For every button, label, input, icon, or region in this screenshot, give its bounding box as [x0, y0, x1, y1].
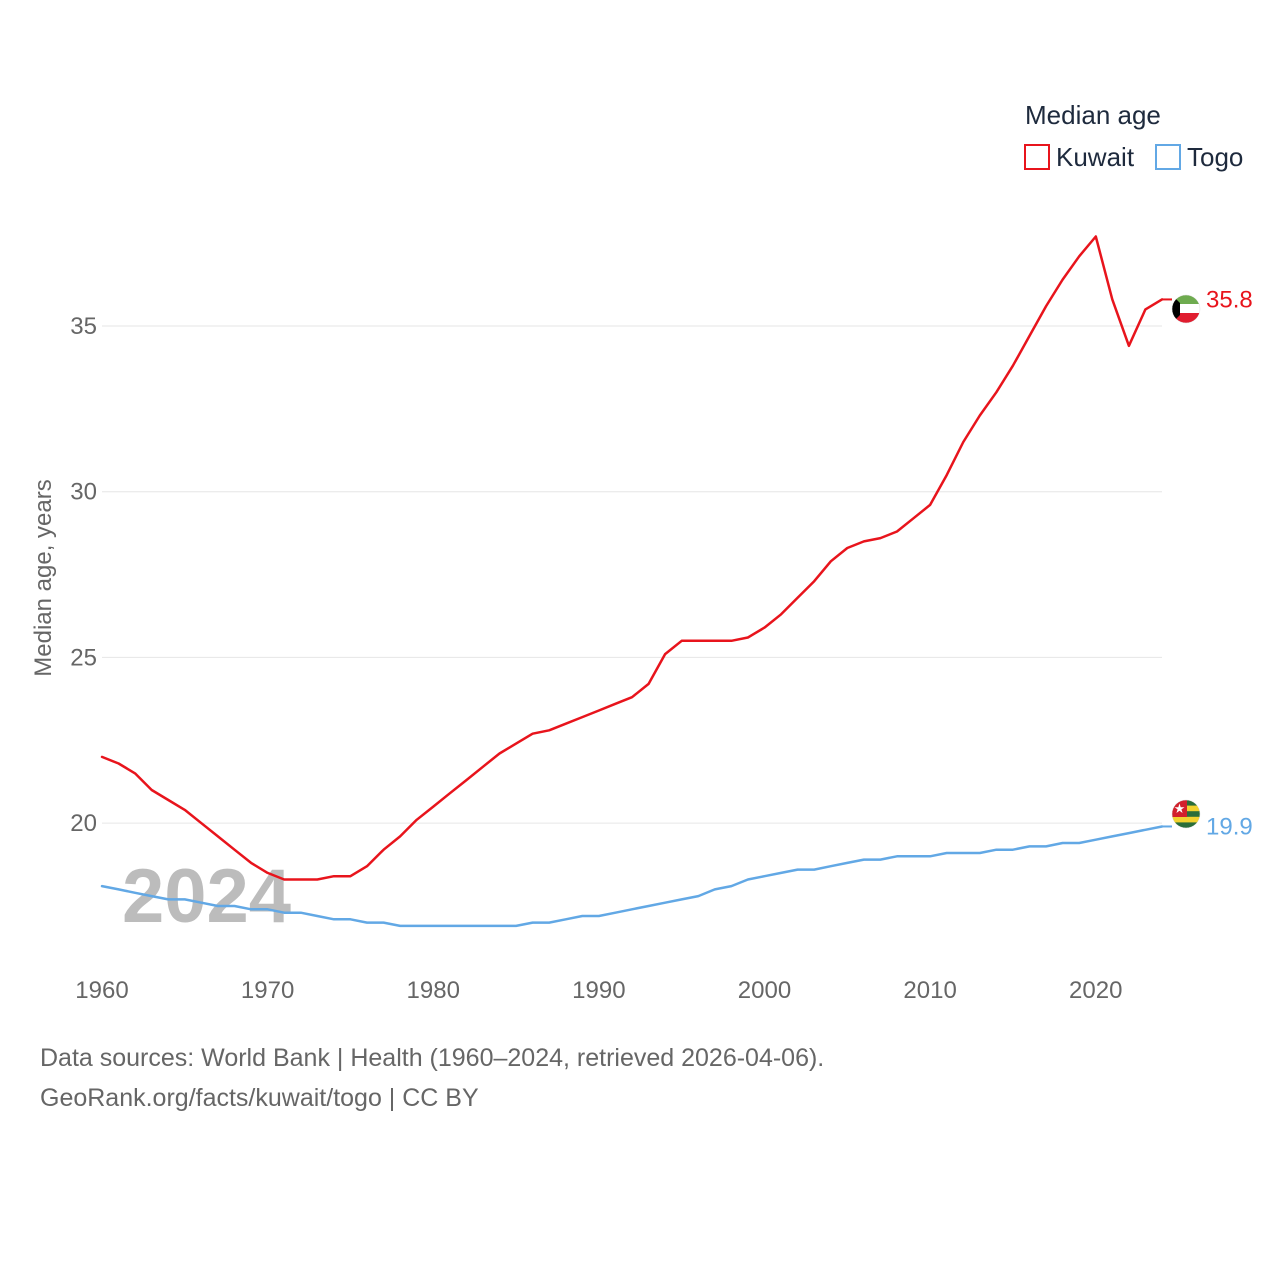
x-tick-label: 1970: [241, 977, 294, 1004]
x-tick-label: 1960: [75, 977, 128, 1004]
x-tick-label: 2000: [738, 977, 791, 1004]
legend-item-togo[interactable]: Togo: [1155, 142, 1243, 172]
y-tick-label: 30: [70, 479, 97, 506]
series-line-kuwait: [100, 235, 1164, 881]
median-age-chart: 20 25 30 35 1960 1970 1980 1990 2000 2010 2020 20…: [30, 100, 1253, 1004]
end-value-togo: 19.9: [1206, 813, 1253, 840]
series-end-labels: 35.8 19.9: [1162, 286, 1253, 840]
y-tick-label: 25: [70, 644, 97, 671]
footer-credit: GeoRank.org/facts/kuwait/togo | CC BY: [40, 1084, 479, 1112]
y-tick-label: 35: [70, 313, 97, 340]
x-tick-label: 1980: [407, 977, 460, 1004]
grid-lines: [102, 325, 1162, 824]
end-value-kuwait: 35.8: [1206, 286, 1253, 313]
legend-label-kuwait: Kuwait: [1056, 142, 1135, 172]
x-axis-ticks: 1960 1970 1980 1990 2000 2010 2020: [75, 977, 1122, 1004]
x-tick-label: 1990: [572, 977, 625, 1004]
legend: Median age Kuwait Togo: [1024, 100, 1243, 172]
x-tick-label: 2010: [903, 977, 956, 1004]
y-tick-label: 20: [70, 810, 97, 837]
legend-label-togo: Togo: [1187, 142, 1243, 172]
legend-item-kuwait[interactable]: Kuwait: [1024, 142, 1135, 172]
series-line-togo: [100, 825, 1164, 928]
y-axis-ticks: 20 25 30 35: [70, 313, 97, 837]
y-axis-label: Median age, years: [30, 479, 57, 676]
x-tick-label: 2020: [1069, 977, 1122, 1004]
legend-swatch-kuwait: [1024, 144, 1050, 170]
legend-title: Median age: [1025, 100, 1161, 130]
series-lines: [100, 235, 1164, 928]
legend-swatch-togo: [1155, 144, 1181, 170]
footer-sources: Data sources: World Bank | Health (1960–…: [40, 1044, 825, 1072]
